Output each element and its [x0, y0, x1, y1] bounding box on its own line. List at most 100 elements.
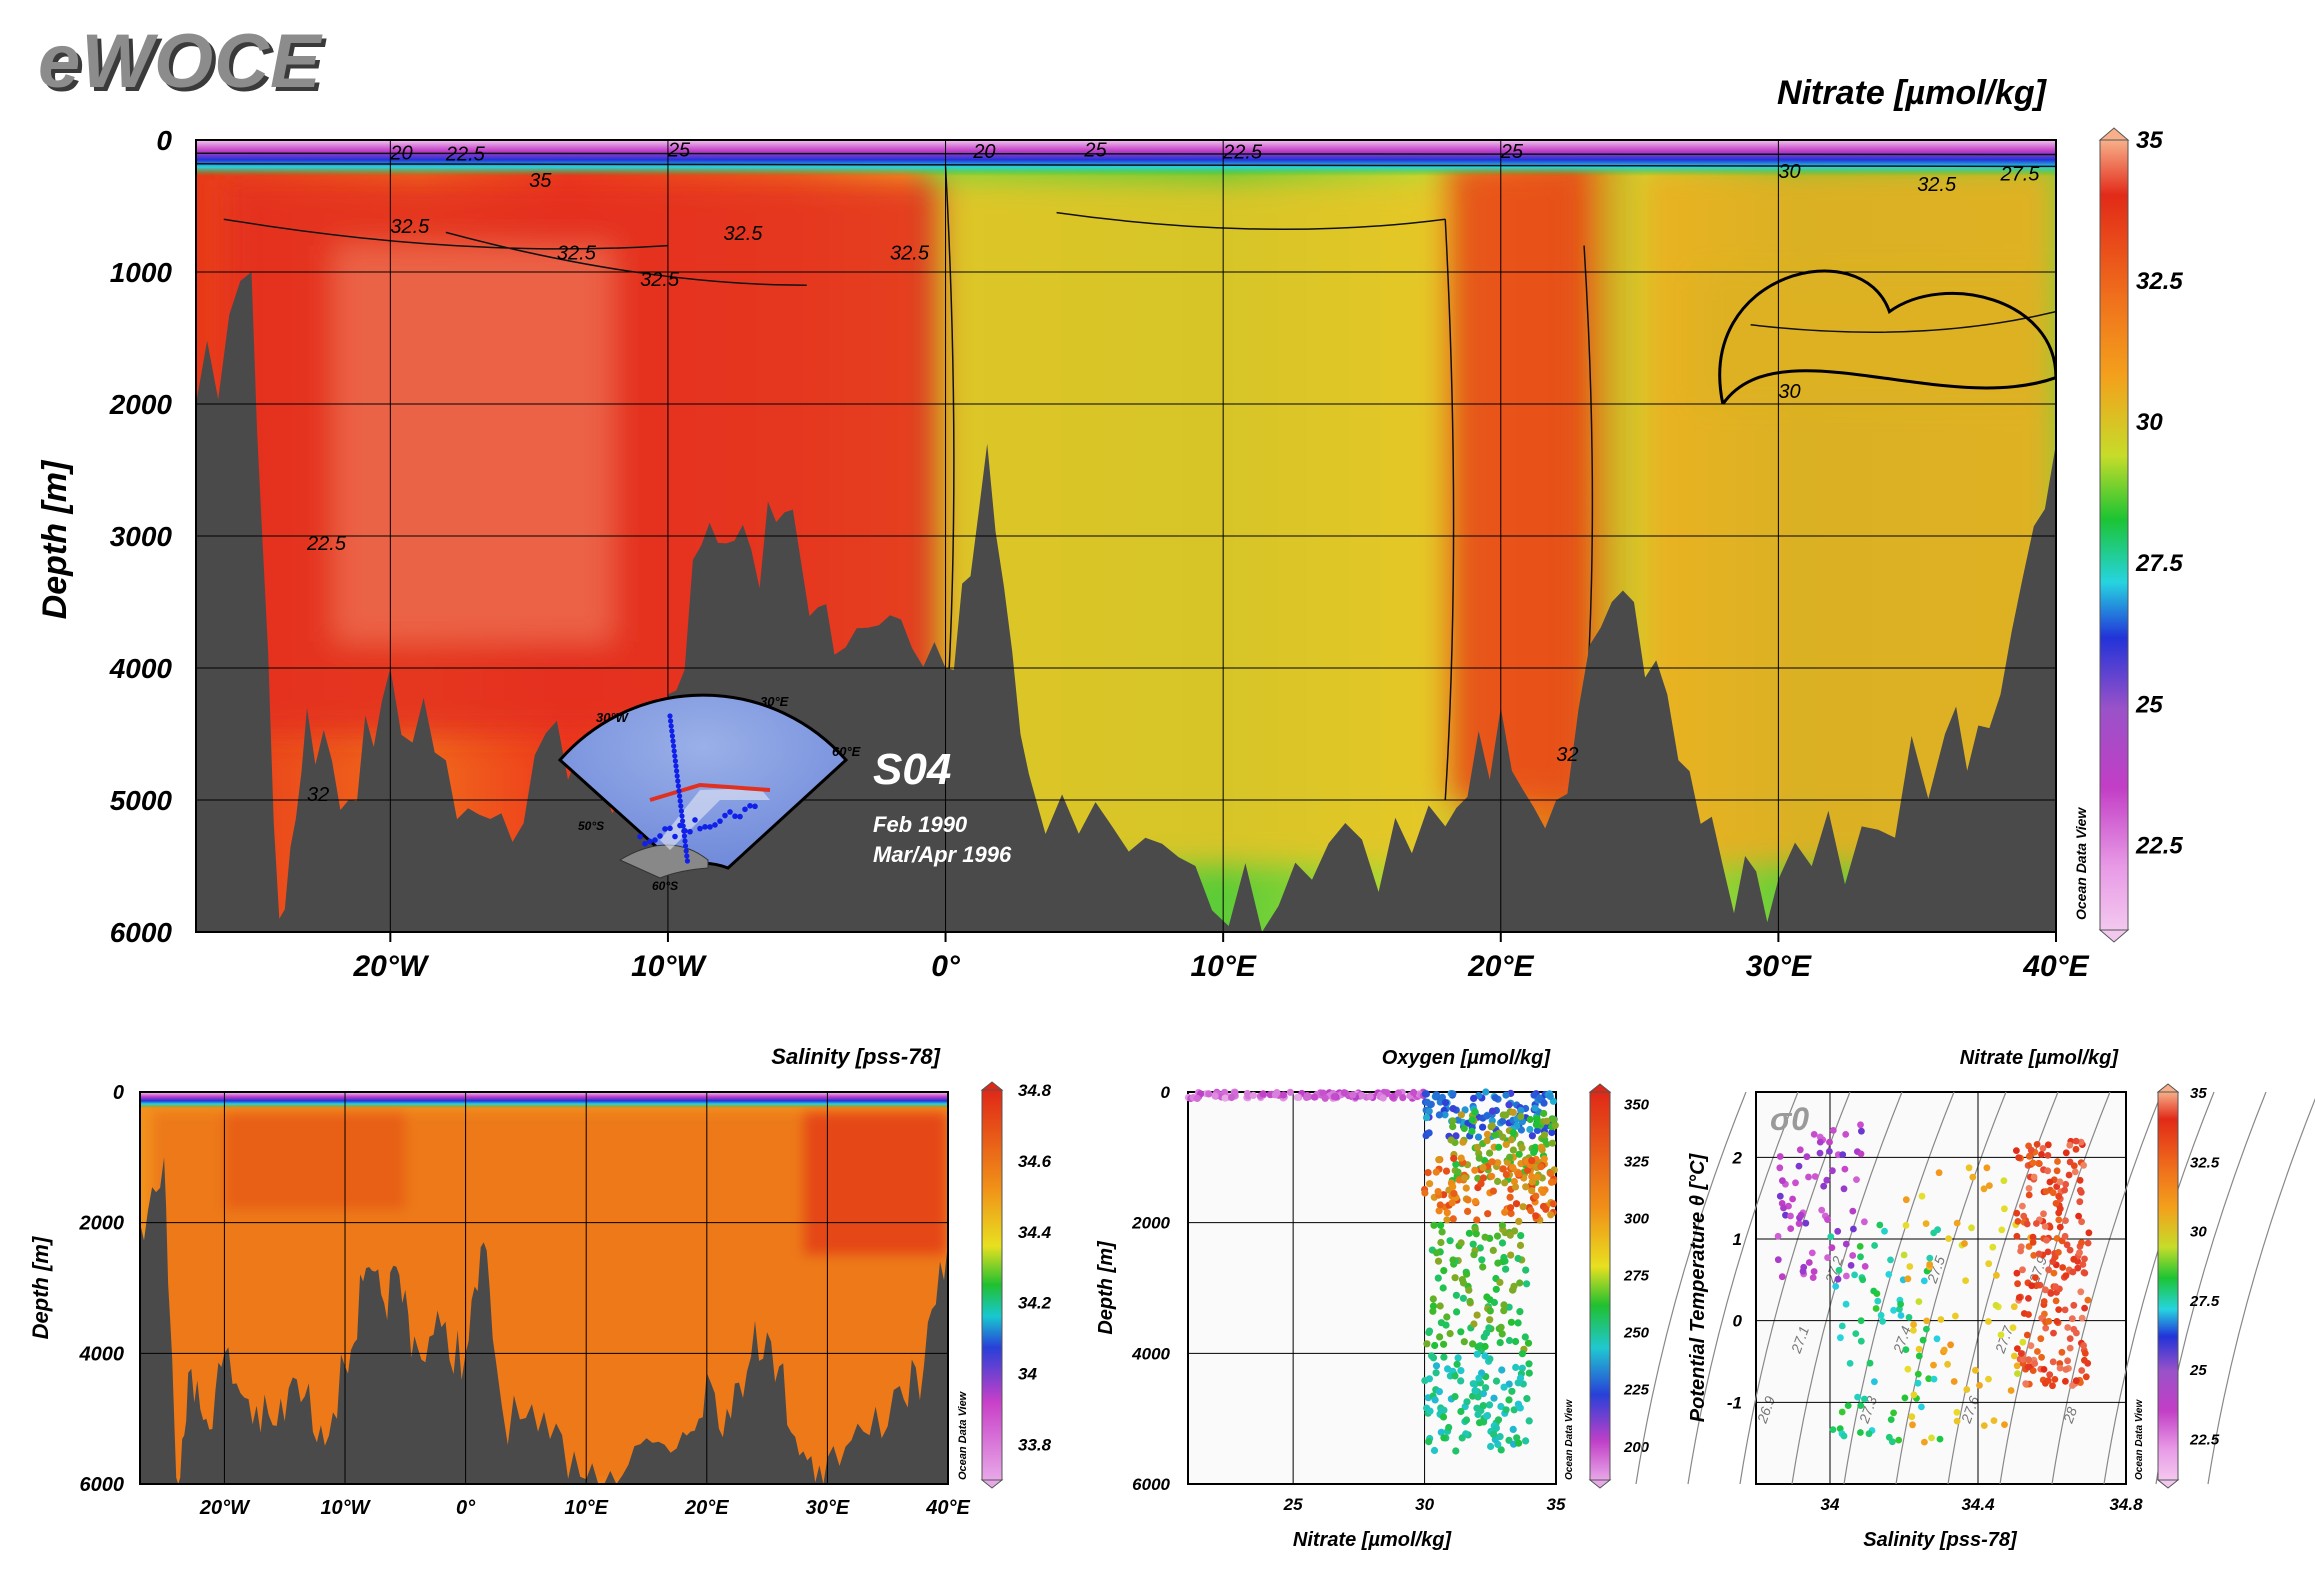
oxygen-xlabel: Nitrate [µmol/kg]	[1293, 1529, 1453, 1551]
isopycnal-line	[2207, 1097, 2315, 1485]
ts-point	[1986, 1182, 1993, 1189]
oxygen-point	[1457, 1239, 1465, 1247]
oxygen-point	[1530, 1091, 1538, 1099]
oxygen-point	[1528, 1172, 1536, 1181]
ts-point	[2081, 1350, 2089, 1357]
oxygen-point	[1522, 1437, 1530, 1445]
ts-point	[2047, 1290, 2055, 1297]
contour-label: 22.5	[306, 533, 347, 555]
oxygen-point	[1221, 1094, 1229, 1102]
ts-point	[2025, 1295, 2032, 1302]
oxygen-colorbar	[1589, 1091, 1611, 1481]
ts-point	[2053, 1183, 2061, 1190]
oxygen-point	[1514, 1254, 1522, 1263]
ts-point	[1985, 1375, 1992, 1383]
inset-station	[684, 858, 691, 864]
ts-point	[1885, 1271, 1893, 1278]
ts-point	[1857, 1317, 1865, 1325]
oxygen-point	[1422, 1090, 1430, 1098]
ts-xlabel: Salinity [pss-78]	[1863, 1529, 2018, 1551]
ts-point	[1895, 1436, 1903, 1444]
oxygen-point	[1469, 1240, 1477, 1248]
ts-point	[1861, 1218, 1868, 1226]
ts-point	[2077, 1288, 2085, 1296]
oxygen-point	[1379, 1094, 1387, 1102]
isopycnal-line	[1635, 1091, 1747, 1485]
inset-station	[752, 803, 758, 810]
salinity-section-plot: Salinity [pss-78] Depth [m] 0 2000 4000 600…	[28, 1044, 1052, 1519]
contour-label: 32.5	[640, 269, 680, 291]
ts-point	[1947, 1341, 1954, 1349]
oxygen-point	[1497, 1323, 1505, 1331]
oxygen-point	[1468, 1116, 1476, 1124]
contour-label: 25	[1083, 140, 1107, 162]
inset-label-50s: 50°S	[578, 819, 604, 833]
oxygen-point	[1286, 1088, 1294, 1096]
ts-point	[1810, 1131, 1818, 1138]
oxygen-point	[1547, 1211, 1555, 1219]
oxygen-point	[1515, 1170, 1523, 1178]
ts-point	[2013, 1362, 2021, 1370]
ts-point	[2078, 1218, 2086, 1226]
oxygen-point	[1524, 1166, 1532, 1174]
oxygen-point	[1423, 1340, 1431, 1348]
ts-point	[1792, 1179, 1799, 1187]
ts-point	[2079, 1261, 2087, 1268]
inset-station	[722, 812, 728, 819]
oxygen-point	[1437, 1238, 1445, 1247]
inset-station	[671, 743, 677, 749]
oxygen-point	[1505, 1336, 1514, 1345]
ts-point	[2084, 1239, 2092, 1247]
ts-point	[1887, 1416, 1895, 1423]
oxygen-point	[1455, 1176, 1463, 1184]
ts-point	[2038, 1353, 2045, 1361]
ts-point	[1861, 1263, 1869, 1270]
ts-point	[1776, 1192, 1784, 1200]
ts-cb-tick: 32.5	[2190, 1154, 2220, 1171]
oxygen-point	[1493, 1232, 1502, 1240]
ts-point	[1849, 1252, 1857, 1259]
oxygen-point	[1486, 1307, 1494, 1315]
oxygen-point	[1474, 1174, 1482, 1182]
ts-point	[1782, 1211, 1789, 1219]
salinity-title: Salinity [pss-78]	[771, 1044, 940, 1069]
oxygen-point	[1494, 1159, 1502, 1167]
oxy-cb-tick: 200	[1623, 1439, 1650, 1456]
oxygen-point	[1452, 1291, 1460, 1299]
ts-point	[1945, 1235, 1952, 1242]
oxygen-point	[1479, 1174, 1487, 1182]
oxygen-point	[1476, 1419, 1484, 1427]
oxygen-point	[1483, 1112, 1491, 1120]
ts-point	[1985, 1260, 1993, 1268]
ts-point	[1910, 1327, 1917, 1334]
sal-y-tick: 0	[113, 1082, 124, 1104]
oxygen-point	[1516, 1308, 1524, 1316]
ts-point	[2040, 1210, 2047, 1218]
salinity-x-ticks: 20°W 10°W 0° 10°E 20°E 30°E 40°E	[199, 1497, 971, 1519]
oxygen-point	[1532, 1121, 1540, 1129]
oxygen-point	[1266, 1091, 1274, 1099]
inset-station	[667, 825, 673, 832]
ts-point	[1935, 1169, 1943, 1177]
section-name: S04	[873, 745, 951, 794]
oxygen-point	[1548, 1128, 1556, 1137]
ts-point	[2015, 1154, 2023, 1161]
ts-point	[2019, 1355, 2027, 1363]
x-tick-label: 10°W	[631, 950, 707, 983]
salinity-surface-layer	[140, 1092, 948, 1108]
oxygen-point	[1449, 1117, 1457, 1125]
sigma-label: σ0	[1770, 1101, 1809, 1137]
ts-point	[1915, 1298, 1923, 1305]
ts-point	[1918, 1192, 1926, 1200]
isopycnal-line	[1843, 1091, 1955, 1485]
ts-point	[1795, 1162, 1803, 1170]
sal-x-tick: 20°E	[684, 1497, 729, 1519]
ts-point	[2058, 1348, 2066, 1356]
ts-point	[2013, 1269, 2021, 1277]
ts-point	[1811, 1173, 1819, 1180]
depth-axis-label: Depth [m]	[36, 459, 74, 619]
ts-point	[2025, 1191, 2033, 1199]
y-tick-label: 6000	[110, 917, 173, 948]
sal-x-tick: 40°E	[925, 1497, 970, 1519]
oxy-y-tick: 6000	[1132, 1475, 1170, 1494]
